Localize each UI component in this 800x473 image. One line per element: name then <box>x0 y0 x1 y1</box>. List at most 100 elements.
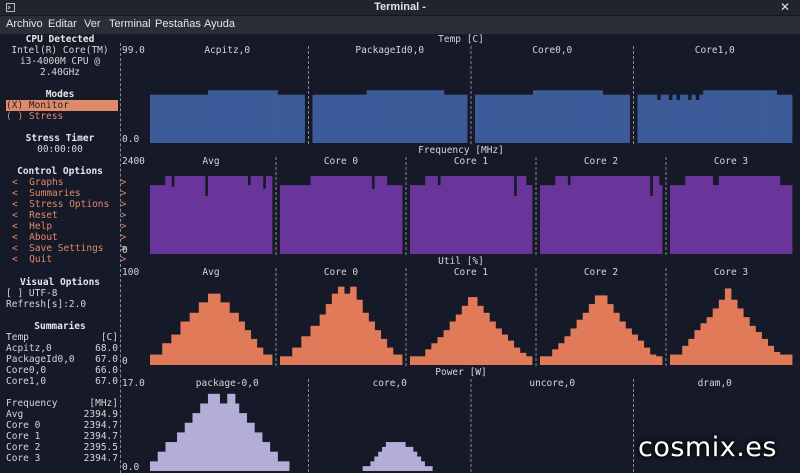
menu-terminal[interactable]: Terminal <box>109 18 151 30</box>
bar-0-1-26 <box>412 90 418 143</box>
bar-1-2-23 <box>480 176 484 254</box>
bar-1-1-2 <box>286 185 290 255</box>
bar-1-1-30 <box>371 188 375 254</box>
bar-2-0-12 <box>186 321 191 365</box>
window-titlebar[interactable]: Terminal - ✕ <box>0 0 800 16</box>
bar-2-2-7 <box>431 343 435 365</box>
utf8-checkbox[interactable]: [ ] UTF-8 <box>6 288 58 299</box>
bar-0-2-25 <box>571 90 576 143</box>
bar-0-0-39 <box>300 94 305 143</box>
bar-0-2-10 <box>513 94 518 143</box>
bar-0-1-33 <box>439 90 445 143</box>
bar-1-2-10 <box>440 176 444 254</box>
bar-2-0-1 <box>153 354 157 365</box>
bar-3-0-15 <box>207 393 213 471</box>
bar-2-4-6 <box>688 338 692 365</box>
bar-1-4-33 <box>770 176 775 254</box>
bar-3-0-17 <box>215 393 220 471</box>
menu-ayuda[interactable]: Ayuda <box>204 18 235 30</box>
bar-1-3-22 <box>607 176 611 254</box>
bar-1-2-1 <box>413 185 417 255</box>
bar-0-2-29 <box>587 90 592 143</box>
bar-0-3-21 <box>718 90 723 143</box>
mode-stress-radio[interactable]: ( ) Stress <box>6 111 64 122</box>
bar-1-2-12 <box>446 176 451 254</box>
graph-ymax-label-3: 17.0 <box>122 378 145 389</box>
bar-0-1-2 <box>320 94 325 143</box>
bar-2-2-8 <box>434 343 438 365</box>
bar-1-2-13 <box>449 176 454 254</box>
bar-0-1-31 <box>432 90 437 143</box>
bar-2-3-0 <box>540 356 544 365</box>
bar-1-3-29 <box>628 176 632 254</box>
bar-2-3-34 <box>643 347 648 365</box>
bar-0-2-4 <box>490 94 495 143</box>
bar-1-4-37 <box>782 185 787 255</box>
close-icon[interactable]: ✕ <box>779 0 790 14</box>
bar-2-4-35 <box>776 351 781 365</box>
bar-2-4-16 <box>718 299 723 365</box>
bar-1-0-0 <box>150 185 154 255</box>
bar-2-1-19 <box>337 286 342 365</box>
control-stress-options-button[interactable]: < Stress Options > <box>12 199 127 210</box>
bar-1-0-36 <box>259 176 264 254</box>
bar-0-2-16 <box>536 90 542 143</box>
mode-monitor-radio[interactable]: (X) Monitor <box>6 100 118 111</box>
bar-2-1-5 <box>295 347 299 365</box>
control-help-button[interactable]: < Help > <box>12 221 127 232</box>
bar-2-2-34 <box>513 347 518 365</box>
menu-archivo[interactable]: Archivo <box>6 18 43 30</box>
control-save-settings-button[interactable]: < Save Settings > <box>12 243 127 254</box>
bar-2-3-16 <box>588 304 593 365</box>
bar-0-1-28 <box>420 90 425 143</box>
control-quit-button[interactable]: < Quit > <box>12 254 127 265</box>
bar-1-4-15 <box>715 185 720 255</box>
bar-2-1-16 <box>328 304 333 365</box>
graph-title-2: Util [%] <box>438 256 484 267</box>
bar-1-3-25 <box>616 176 620 254</box>
bar-0-2-35 <box>610 94 615 143</box>
bar-1-3-39 <box>658 185 663 255</box>
bar-0-0-33 <box>277 94 282 143</box>
control-summaries-button[interactable]: < Summaries > <box>12 188 127 199</box>
control-graphs-button[interactable]: < Graphs > <box>12 177 127 188</box>
bar-2-1-6 <box>298 347 302 365</box>
bar-0-2-33 <box>602 94 607 143</box>
freq_block-label-0: Frequency <box>6 398 58 409</box>
bar-2-0-0 <box>150 354 154 365</box>
bar-2-4-39 <box>788 354 793 365</box>
bar-2-2-38 <box>525 356 530 365</box>
bar-0-1-4 <box>327 94 333 143</box>
bar-1-2-9 <box>437 185 441 255</box>
bar-0-1-22 <box>397 90 402 143</box>
graph-title-3: Power [W] <box>435 367 486 378</box>
bar-0-3-38 <box>784 94 789 143</box>
menu-pestanas[interactable]: Pestañas <box>155 18 201 30</box>
menu-ver[interactable]: Ver <box>84 18 101 30</box>
bar-0-2-39 <box>625 94 630 143</box>
graph-ymax-label-2: 100 <box>122 267 139 278</box>
bar-1-1-17 <box>331 176 336 254</box>
bar-0-1-39 <box>463 94 468 143</box>
temp_block-value-4: 67.0 <box>95 376 118 387</box>
bar-1-0-37 <box>262 188 267 254</box>
bar-1-2-38 <box>525 185 530 255</box>
bar-2-2-36 <box>519 352 524 365</box>
control-about-button[interactable]: < About > <box>12 232 127 243</box>
bar-0-1-13 <box>362 94 367 143</box>
bar-1-1-22 <box>347 176 351 254</box>
bar-1-3-1 <box>543 185 547 255</box>
bar-2-3-14 <box>582 312 587 365</box>
bar-0-1-12 <box>358 94 364 143</box>
bar-2-1-30 <box>371 321 375 365</box>
control-reset-button[interactable]: < Reset > <box>12 210 127 221</box>
bar-2-1-28 <box>365 312 369 365</box>
bar-2-4-24 <box>743 317 747 365</box>
bar-1-0-11 <box>183 176 187 254</box>
refresh-rate-field[interactable]: Refresh[s]:2.0 <box>6 299 87 310</box>
bar-1-2-16 <box>458 176 463 254</box>
bar-0-2-28 <box>583 90 588 143</box>
menu-editar[interactable]: Editar <box>48 18 77 30</box>
bar-1-2-25 <box>486 176 490 254</box>
bar-2-2-30 <box>501 334 505 365</box>
